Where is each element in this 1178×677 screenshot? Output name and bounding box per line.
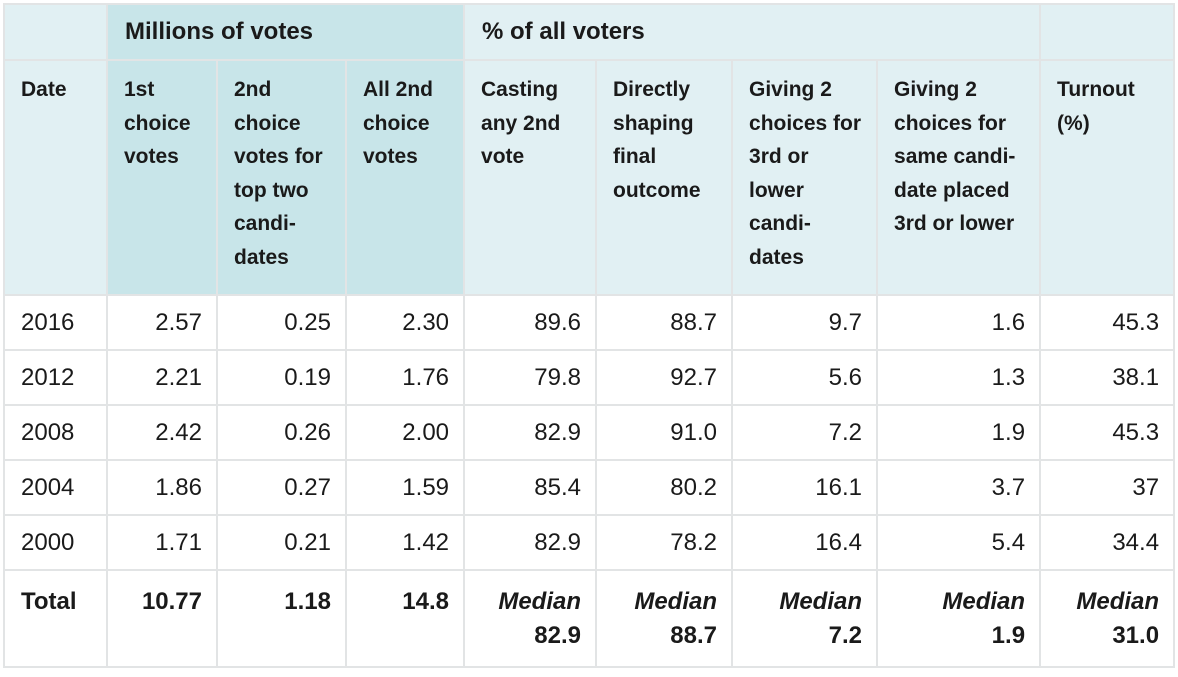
cell-first-choice: 1.71 xyxy=(106,514,218,571)
cell-all-second: 2.30 xyxy=(344,294,466,351)
total-label: Total xyxy=(3,569,108,668)
cell-directly-shaping: 91.0 xyxy=(595,404,734,461)
median-label: Median xyxy=(779,588,863,615)
cell-giving-two-same: 1.9 xyxy=(876,404,1042,461)
cell-date: 2000 xyxy=(3,514,108,571)
cell-turnout: 45.3 xyxy=(1039,294,1176,351)
empty-turnout-group-cell xyxy=(1039,3,1176,61)
cell-giving-two-same: 5.4 xyxy=(876,514,1042,571)
table-row: 2012 2.21 0.19 1.76 79.8 92.7 5.6 1.3 38… xyxy=(3,349,1176,406)
median-label: Median xyxy=(634,588,718,615)
cell-second-top-two: 0.21 xyxy=(216,514,347,571)
header-giving-two-same: Giving 2 choices for same candi-date pla… xyxy=(876,59,1042,296)
cell-casting-second: 82.9 xyxy=(463,404,598,461)
cell-first-choice: 2.42 xyxy=(106,404,218,461)
header-casting-second: Casting any 2nd vote xyxy=(463,59,598,296)
column-header-row: Date 1st choice votes 2nd choice votes f… xyxy=(3,59,1176,296)
cell-giving-two-same: 1.3 xyxy=(876,349,1042,406)
cell-first-choice: 2.57 xyxy=(106,294,218,351)
group-header-row: Millions of votes % of all voters xyxy=(3,3,1176,61)
median-value: 31.0 xyxy=(1112,622,1160,649)
cell-directly-shaping: 88.7 xyxy=(595,294,734,351)
median-value: 1.9 xyxy=(991,622,1026,649)
table-row: 2000 1.71 0.21 1.42 82.9 78.2 16.4 5.4 3… xyxy=(3,514,1176,571)
group-millions-of-votes: Millions of votes xyxy=(105,3,466,61)
cell-date: 2004 xyxy=(3,459,108,516)
cell-casting-second: 85.4 xyxy=(463,459,598,516)
median-label: Median xyxy=(498,588,582,615)
header-turnout: Turnout (%) xyxy=(1039,59,1176,296)
cell-first-choice: 2.21 xyxy=(106,349,218,406)
total-all-second: 14.8 xyxy=(344,569,466,668)
votes-table: Millions of votes % of all voters Date 1… xyxy=(3,3,1176,668)
cell-directly-shaping: 92.7 xyxy=(595,349,734,406)
median-casting-second: Median 82.9 xyxy=(463,569,598,668)
cell-giving-two-lower: 16.1 xyxy=(731,459,879,516)
cell-all-second: 2.00 xyxy=(344,404,466,461)
median-turnout: Median 31.0 xyxy=(1039,569,1176,668)
header-second-top-two: 2nd choice votes for top two candi-dates xyxy=(216,59,347,296)
cell-second-top-two: 0.26 xyxy=(216,404,347,461)
median-label: Median xyxy=(942,588,1026,615)
total-row: Total 10.77 1.18 14.8 Median 82.9 Median… xyxy=(3,569,1176,668)
cell-giving-two-same: 1.6 xyxy=(876,294,1042,351)
cell-giving-two-lower: 9.7 xyxy=(731,294,879,351)
total-second-top-two: 1.18 xyxy=(216,569,347,668)
cell-second-top-two: 0.27 xyxy=(216,459,347,516)
cell-giving-two-lower: 16.4 xyxy=(731,514,879,571)
cell-all-second: 1.76 xyxy=(344,349,466,406)
total-first-choice: 10.77 xyxy=(106,569,218,668)
cell-turnout: 38.1 xyxy=(1039,349,1176,406)
header-directly-shaping: Directly shaping final outcome xyxy=(595,59,734,296)
table-row: 2004 1.86 0.27 1.59 85.4 80.2 16.1 3.7 3… xyxy=(3,459,1176,516)
median-value: 88.7 xyxy=(670,622,718,649)
cell-all-second: 1.42 xyxy=(344,514,466,571)
cell-directly-shaping: 78.2 xyxy=(595,514,734,571)
cell-all-second: 1.59 xyxy=(344,459,466,516)
cell-date: 2016 xyxy=(3,294,108,351)
cell-giving-two-lower: 5.6 xyxy=(731,349,879,406)
cell-date: 2012 xyxy=(3,349,108,406)
cell-turnout: 34.4 xyxy=(1039,514,1176,571)
cell-casting-second: 82.9 xyxy=(463,514,598,571)
table-row: 2016 2.57 0.25 2.30 89.6 88.7 9.7 1.6 45… xyxy=(3,294,1176,351)
header-all-second: All 2nd choice votes xyxy=(344,59,466,296)
cell-first-choice: 1.86 xyxy=(106,459,218,516)
median-giving-two-same: Median 1.9 xyxy=(876,569,1042,668)
cell-date: 2008 xyxy=(3,404,108,461)
header-date: Date xyxy=(3,59,108,296)
cell-directly-shaping: 80.2 xyxy=(595,459,734,516)
median-value: 7.2 xyxy=(828,622,863,649)
group-percent-of-voters: % of all voters xyxy=(463,3,1042,61)
cell-casting-second: 89.6 xyxy=(463,294,598,351)
median-directly-shaping: Median 88.7 xyxy=(595,569,734,668)
header-first-choice: 1st choice votes xyxy=(106,59,218,296)
cell-turnout: 37 xyxy=(1039,459,1176,516)
cell-giving-two-lower: 7.2 xyxy=(731,404,879,461)
cell-second-top-two: 0.19 xyxy=(216,349,347,406)
table-row: 2008 2.42 0.26 2.00 82.9 91.0 7.2 1.9 45… xyxy=(3,404,1176,461)
median-label: Median xyxy=(1076,588,1160,615)
cell-second-top-two: 0.25 xyxy=(216,294,347,351)
median-giving-two-lower: Median 7.2 xyxy=(731,569,879,668)
empty-corner-cell xyxy=(3,3,108,61)
cell-casting-second: 79.8 xyxy=(463,349,598,406)
header-giving-two-lower: Giving 2 choices for 3rd or lower candi-… xyxy=(731,59,879,296)
cell-turnout: 45.3 xyxy=(1039,404,1176,461)
median-value: 82.9 xyxy=(534,622,582,649)
cell-giving-two-same: 3.7 xyxy=(876,459,1042,516)
